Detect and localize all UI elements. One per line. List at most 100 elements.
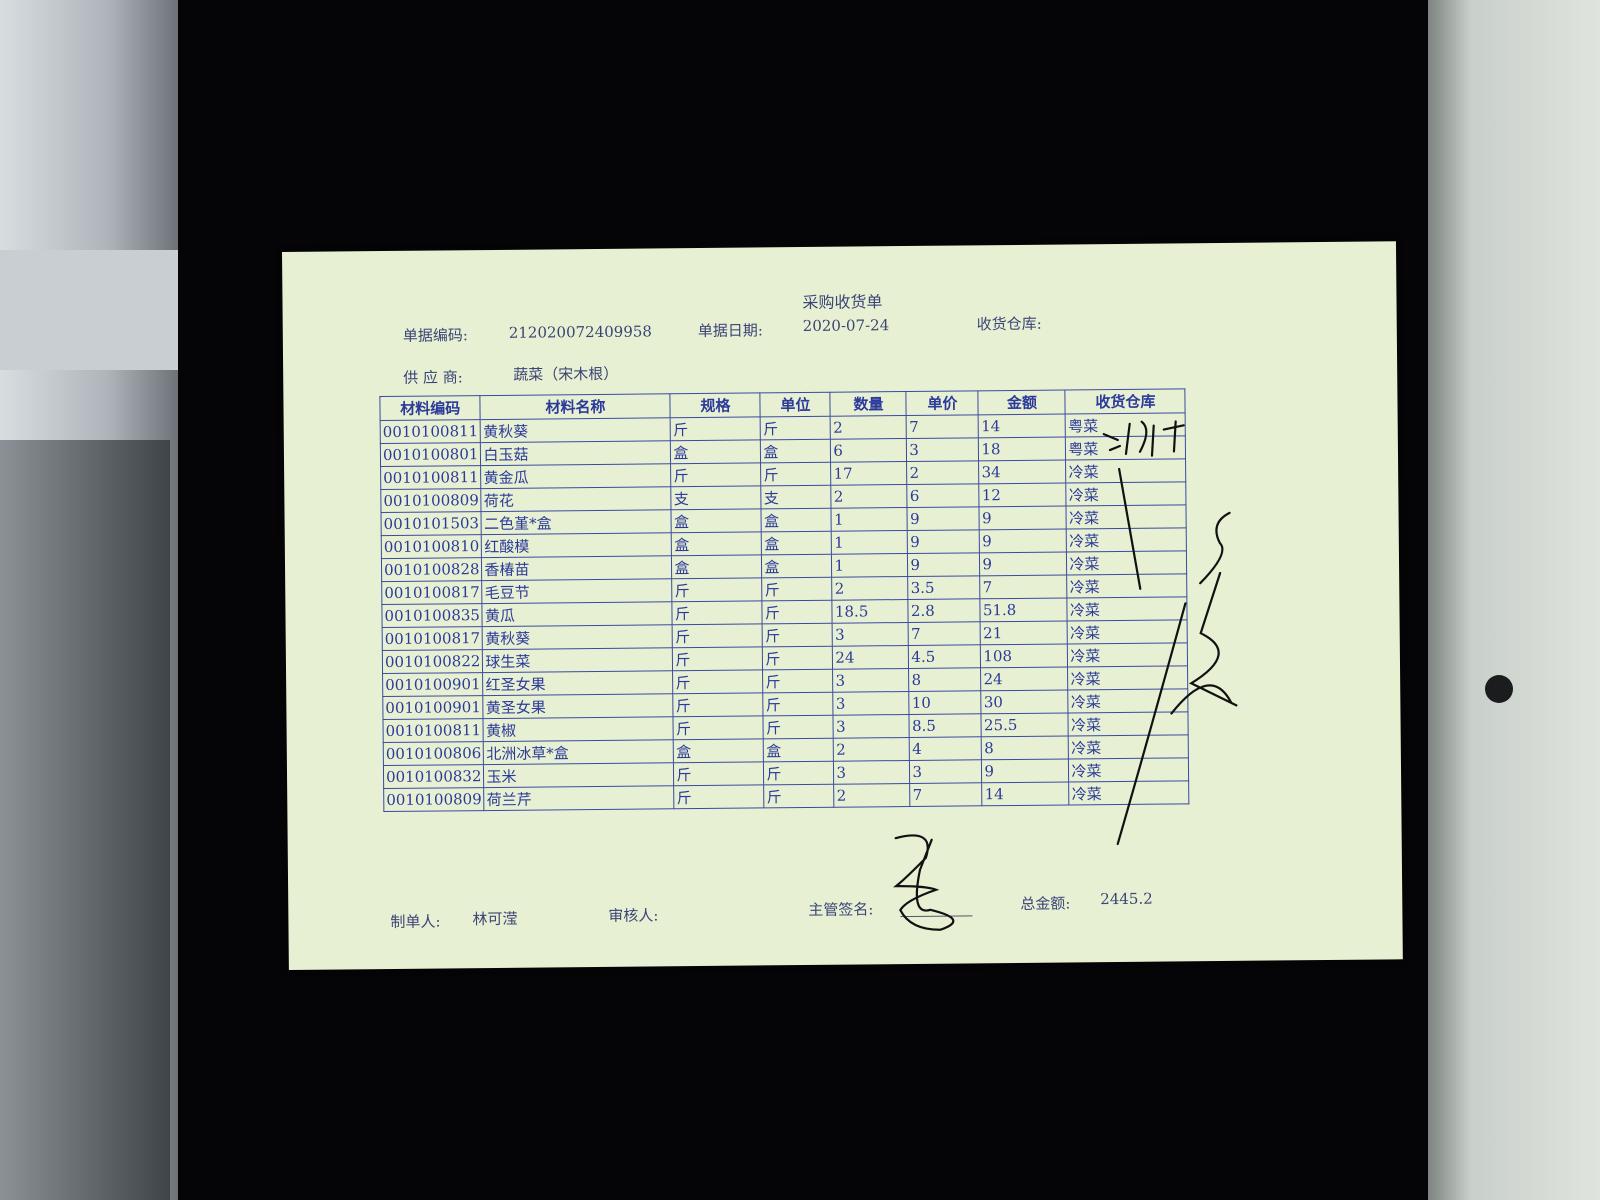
unit-price-cell: 3 bbox=[906, 437, 979, 462]
material-code-cell: 0010100810 bbox=[381, 534, 482, 559]
spec-cell: 斤 bbox=[672, 669, 764, 694]
amount-cell: 108 bbox=[980, 643, 1068, 668]
signature-line bbox=[900, 915, 973, 918]
column-header: 收货仓库 bbox=[1065, 388, 1186, 414]
material-code-cell: 0010100811 bbox=[380, 465, 482, 490]
supplier: 蔬菜（宋木根） bbox=[513, 364, 619, 384]
material-name-cell: 黄金瓜 bbox=[480, 463, 672, 489]
amount-cell: 9 bbox=[979, 505, 1067, 530]
reviewer-label: 审核人: bbox=[608, 906, 659, 925]
doc-no-label: 单据编码: bbox=[402, 326, 468, 345]
spec-cell: 盒 bbox=[671, 531, 762, 556]
material-code-cell: 0010100811 bbox=[380, 419, 481, 444]
quantity-cell: 1 bbox=[831, 507, 908, 532]
quantity-cell: 3 bbox=[833, 691, 910, 716]
warehouse-cell: 冷菜 bbox=[1068, 757, 1190, 782]
spec-cell: 斤 bbox=[674, 784, 765, 809]
unit-price-cell: 9 bbox=[907, 529, 980, 554]
unit-cell: 斤 bbox=[762, 646, 833, 670]
quantity-cell: 17 bbox=[830, 461, 908, 486]
material-name-cell: 黄秋葵 bbox=[482, 624, 673, 650]
material-name-cell: 黄椒 bbox=[483, 716, 674, 742]
items-table: 材料编码 材料名称 规格 单位 数量 单价 金额 收货仓库 0010100811 黄秋葵斤斤 2 7… bbox=[379, 388, 1190, 812]
material-code-cell: 0010100801 bbox=[380, 442, 481, 467]
spec-cell: 斤 bbox=[672, 623, 763, 648]
quantity-cell: 2 bbox=[830, 415, 907, 440]
unit-cell: 斤 bbox=[760, 462, 832, 486]
quantity-cell: 2 bbox=[833, 737, 910, 762]
material-name-cell: 黄圣女果 bbox=[483, 693, 674, 719]
spec-cell: 盒 bbox=[673, 738, 764, 763]
amount-cell: 9 bbox=[979, 551, 1068, 576]
amount-cell: 14 bbox=[982, 781, 1070, 806]
material-code-cell: 0010100809 bbox=[383, 787, 485, 812]
quantity-cell: 18.5 bbox=[832, 599, 909, 624]
unit-price-cell: 10 bbox=[909, 690, 982, 715]
material-code-cell: 0010100828 bbox=[381, 557, 483, 582]
unit-cell: 斤 bbox=[763, 761, 835, 785]
material-code-cell: 0010100901 bbox=[382, 695, 484, 720]
date: 2020-07-24 bbox=[802, 316, 890, 336]
spec-cell: 斤 bbox=[670, 416, 761, 441]
material-code-cell: 0010101503 bbox=[381, 511, 482, 536]
unit-cell: 斤 bbox=[764, 784, 835, 808]
material-name-cell: 毛豆节 bbox=[482, 578, 673, 604]
material-code-cell: 0010100809 bbox=[380, 488, 482, 513]
total-amount: 2445.2 bbox=[1100, 889, 1153, 909]
quantity-cell: 24 bbox=[832, 645, 909, 670]
quantity-cell: 1 bbox=[831, 553, 909, 578]
unit-cell: 斤 bbox=[762, 577, 833, 601]
spec-cell: 斤 bbox=[673, 715, 764, 740]
material-code-cell: 0010100835 bbox=[381, 603, 483, 628]
maker-label: 制单人: bbox=[390, 912, 441, 931]
warehouse-cell: 冷菜 bbox=[1066, 481, 1187, 506]
amount-cell: 18 bbox=[978, 436, 1066, 461]
spec-cell: 斤 bbox=[672, 646, 763, 671]
quantity-cell: 2 bbox=[832, 576, 909, 601]
unit-price-cell: 9 bbox=[907, 552, 981, 577]
warehouse-cell: 冷菜 bbox=[1066, 527, 1187, 552]
unit-cell: 斤 bbox=[760, 416, 831, 440]
warehouse-cell: 冷菜 bbox=[1067, 573, 1188, 598]
column-header: 规格 bbox=[670, 392, 761, 418]
column-header: 金额 bbox=[978, 389, 1066, 415]
column-header: 材料名称 bbox=[480, 393, 671, 420]
column-header: 单价 bbox=[906, 390, 979, 416]
quantity-cell: 2 bbox=[831, 484, 908, 509]
amount-cell: 7 bbox=[980, 574, 1068, 599]
document-title: 采购收货单 bbox=[802, 292, 883, 313]
material-name-cell: 荷花 bbox=[481, 486, 672, 512]
quantity-cell: 1 bbox=[831, 530, 908, 555]
unit-cell: 斤 bbox=[762, 669, 834, 693]
unit-cell: 斤 bbox=[762, 600, 833, 624]
material-name-cell: 红酸模 bbox=[481, 532, 672, 558]
warehouse-cell: 冷菜 bbox=[1067, 596, 1188, 621]
column-header: 材料编码 bbox=[379, 395, 481, 421]
quantity-cell: 3 bbox=[832, 622, 909, 647]
material-name-cell: 黄秋葵 bbox=[480, 417, 671, 443]
unit-price-cell: 4 bbox=[909, 736, 982, 761]
material-code-cell: 0010100832 bbox=[383, 764, 485, 789]
amount-cell: 9 bbox=[979, 528, 1067, 553]
material-name-cell: 红圣女果 bbox=[482, 670, 674, 696]
material-name-cell: 北洲冰草*盒 bbox=[483, 739, 674, 765]
quantity-cell: 2 bbox=[834, 783, 911, 808]
spec-cell: 斤 bbox=[672, 600, 763, 625]
material-name-cell: 玉米 bbox=[483, 762, 675, 788]
unit-price-cell: 2 bbox=[906, 460, 980, 485]
warehouse-cell: 粤菜 bbox=[1065, 435, 1186, 460]
material-name-cell: 球生菜 bbox=[482, 647, 673, 673]
unit-cell: 盒 bbox=[760, 439, 831, 463]
amount-cell: 34 bbox=[978, 459, 1067, 484]
amount-cell: 9 bbox=[981, 758, 1070, 783]
unit-price-cell: 7 bbox=[906, 414, 979, 439]
unit-cell: 盒 bbox=[761, 531, 832, 555]
material-code-cell: 0010100901 bbox=[382, 672, 484, 697]
warehouse-cell: 冷菜 bbox=[1067, 665, 1189, 690]
quantity-cell: 6 bbox=[830, 438, 907, 463]
unit-price-cell: 6 bbox=[907, 483, 980, 508]
material-code-cell: 0010100822 bbox=[382, 649, 483, 674]
spec-cell: 盒 bbox=[671, 508, 762, 533]
material-name-cell: 荷兰芹 bbox=[484, 785, 675, 811]
warehouse-cell: 冷菜 bbox=[1067, 642, 1188, 667]
